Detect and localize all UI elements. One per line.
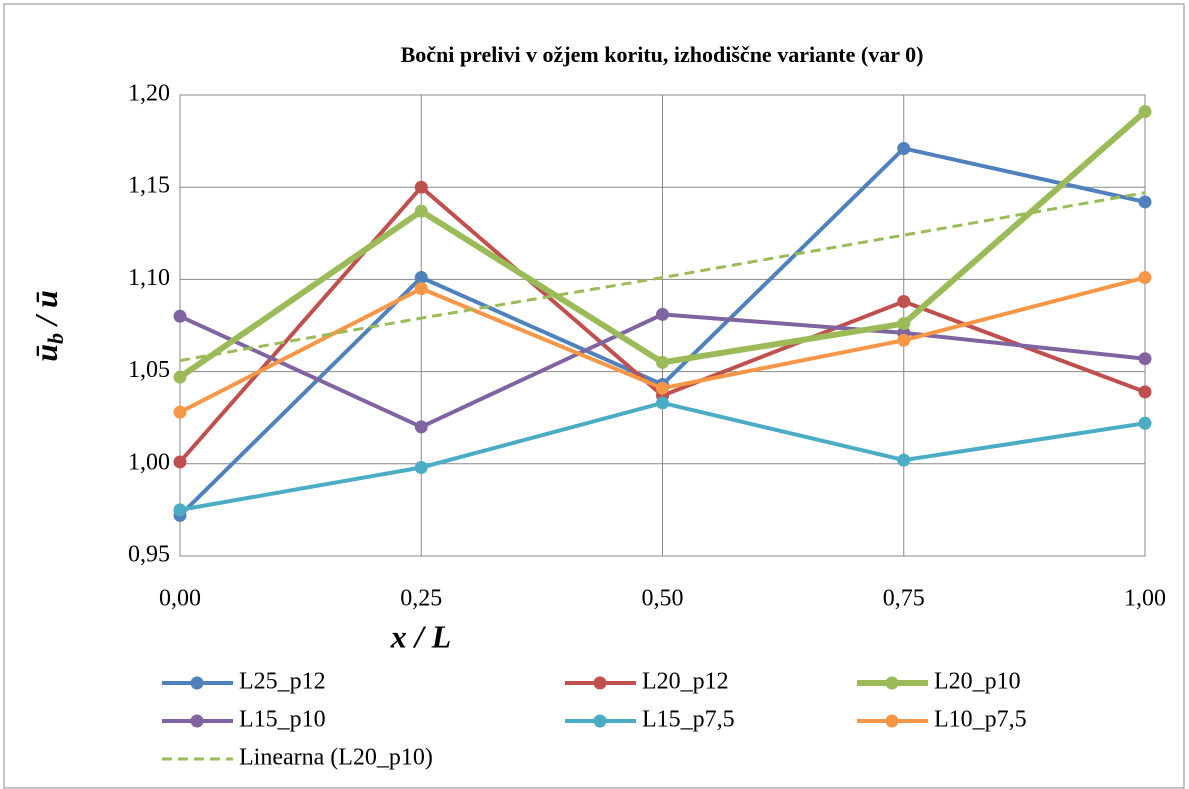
legend-marker: [885, 714, 899, 728]
legend-label: L20_p10: [934, 669, 1021, 695]
marker: [1138, 352, 1152, 366]
marker: [414, 271, 428, 285]
y-tick-label: 1,00: [128, 449, 170, 475]
marker: [414, 204, 428, 218]
marker: [897, 317, 911, 331]
y-title-part: ū: [28, 344, 64, 362]
x-tick-label: 0,00: [159, 586, 201, 612]
marker: [414, 180, 428, 194]
marker: [414, 420, 428, 434]
marker: [1138, 105, 1152, 119]
y-tick-label: 1,20: [128, 81, 170, 107]
marker: [656, 307, 669, 321]
marker: [414, 460, 428, 474]
marker: [173, 309, 187, 323]
x-tick-label: 1,00: [1124, 586, 1166, 612]
x-tick-label: 0,50: [642, 586, 684, 612]
y-tick-label: 1,15: [128, 173, 170, 199]
legend-label: L20_p12: [642, 669, 729, 695]
marker: [173, 405, 187, 419]
x-axis-title: x / L: [390, 618, 451, 654]
marker: [656, 381, 669, 395]
y-title-part: / ū: [28, 290, 64, 333]
legend-marker: [190, 714, 204, 728]
y-axis-title: ūb / ū: [28, 290, 68, 361]
legend-label: L10_p7,5: [934, 707, 1027, 733]
marker: [897, 141, 911, 155]
marker: [173, 503, 187, 517]
chart-border: [3, 3, 1185, 789]
y-tick-label: 1,05: [128, 357, 170, 383]
marker: [173, 370, 187, 384]
legend-marker: [190, 676, 204, 690]
x-tick-label: 0,25: [400, 586, 442, 612]
legend-label: L15_p7,5: [642, 707, 735, 733]
marker: [656, 355, 669, 369]
line-series: [179, 191, 1146, 363]
marker: [1138, 385, 1152, 399]
legend-label: Linearna (L20_p10): [239, 745, 433, 771]
marker: [1138, 271, 1152, 285]
legend-marker: [885, 676, 899, 690]
legend-marker: [593, 676, 607, 690]
legend-label: L15_p10: [239, 707, 326, 733]
marker: [1138, 416, 1152, 430]
x-tick-label: 0,75: [883, 586, 925, 612]
y-title-sub: b: [43, 333, 68, 344]
marker: [1138, 195, 1152, 209]
y-tick-label: 1,10: [128, 265, 170, 291]
marker: [897, 295, 911, 309]
y-tick-label: 0,95: [128, 542, 170, 568]
plot-border: [179, 94, 1146, 557]
marker: [173, 455, 187, 469]
marker: [897, 333, 911, 347]
marker: [656, 396, 669, 410]
chart-title: Bočni prelivi v ožjem koritu, izhodiščne…: [401, 42, 924, 67]
legend-marker: [593, 714, 607, 728]
marker: [897, 453, 911, 467]
legend-label: L25_p12: [239, 669, 326, 695]
marker: [414, 282, 428, 296]
